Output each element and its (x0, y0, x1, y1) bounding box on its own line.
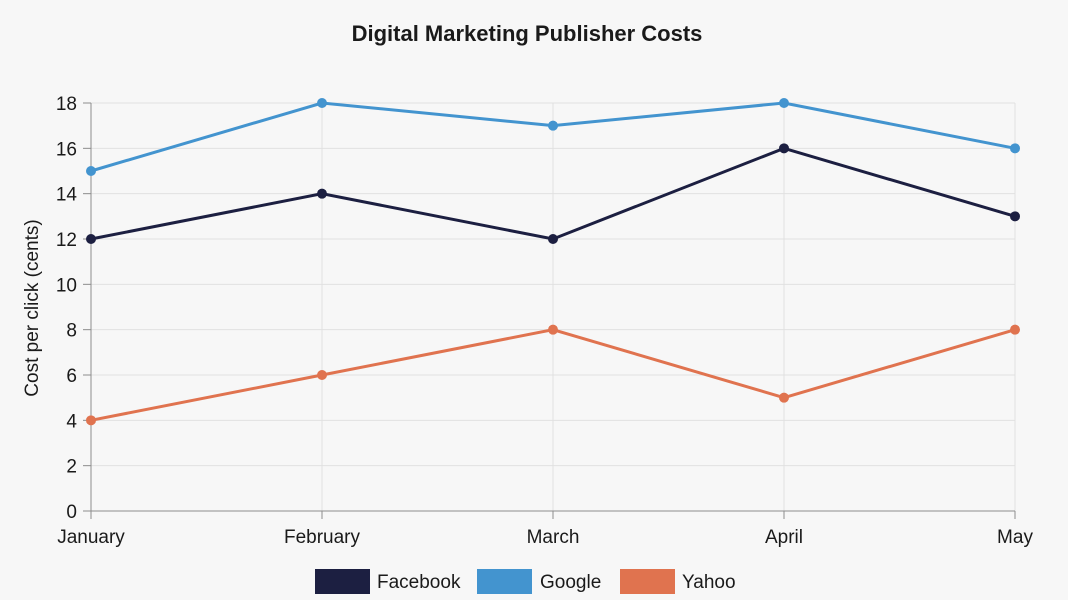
legend: Facebook Google Yahoo (315, 569, 736, 594)
legend-label: Google (540, 572, 601, 593)
x-tick-label: April (765, 527, 803, 548)
legend-label: Facebook (377, 572, 461, 593)
facebook-point[interactable] (779, 143, 789, 154)
yahoo-point[interactable] (86, 415, 96, 426)
y-axis-label: Cost per click (cents) (22, 219, 43, 396)
facebook-point[interactable] (86, 234, 96, 244)
series (86, 98, 1020, 426)
google-point[interactable] (1010, 143, 1020, 154)
yahoo-point[interactable] (548, 324, 558, 335)
legend-item-yahoo[interactable]: Yahoo (620, 569, 736, 594)
y-tick-label: 12 (56, 230, 77, 251)
legend-label: Yahoo (682, 572, 736, 593)
series-yahoo (86, 324, 1020, 426)
google-point[interactable] (317, 98, 327, 108)
chart-title: Digital Marketing Publisher Costs (352, 21, 703, 46)
y-tick-label: 10 (56, 275, 77, 296)
yahoo-point[interactable] (1010, 324, 1020, 335)
y-tick-label: 0 (66, 502, 77, 523)
legend-item-facebook[interactable]: Facebook (315, 569, 461, 594)
facebook-point[interactable] (1010, 211, 1020, 222)
facebook-point[interactable] (317, 188, 327, 199)
x-tick-label: January (57, 527, 125, 548)
series-facebook (86, 143, 1020, 244)
x-axis-ticks: January February March April May (57, 511, 1033, 548)
google-point[interactable] (779, 98, 789, 108)
y-tick-label: 6 (66, 366, 77, 387)
yahoo-point[interactable] (779, 392, 789, 403)
yahoo-point[interactable] (317, 370, 327, 380)
y-tick-label: 16 (56, 139, 77, 160)
legend-item-google[interactable]: Google (477, 569, 601, 594)
x-tick-label: May (997, 527, 1033, 548)
legend-swatch (477, 569, 532, 594)
legend-swatch (315, 569, 370, 594)
y-tick-label: 18 (56, 94, 77, 115)
y-axis-ticks: 0 2 4 6 8 10 12 14 16 18 (56, 94, 91, 523)
grid (90, 102, 1016, 511)
y-tick-label: 14 (56, 185, 78, 206)
series-google (86, 98, 1020, 176)
x-tick-label: February (284, 527, 361, 548)
x-tick-label: March (527, 527, 580, 548)
y-tick-label: 4 (66, 411, 77, 432)
google-point[interactable] (86, 166, 96, 176)
google-point[interactable] (548, 120, 558, 131)
legend-swatch (620, 569, 675, 594)
y-tick-label: 8 (66, 321, 77, 342)
facebook-point[interactable] (548, 234, 558, 244)
y-tick-label: 2 (66, 457, 77, 478)
